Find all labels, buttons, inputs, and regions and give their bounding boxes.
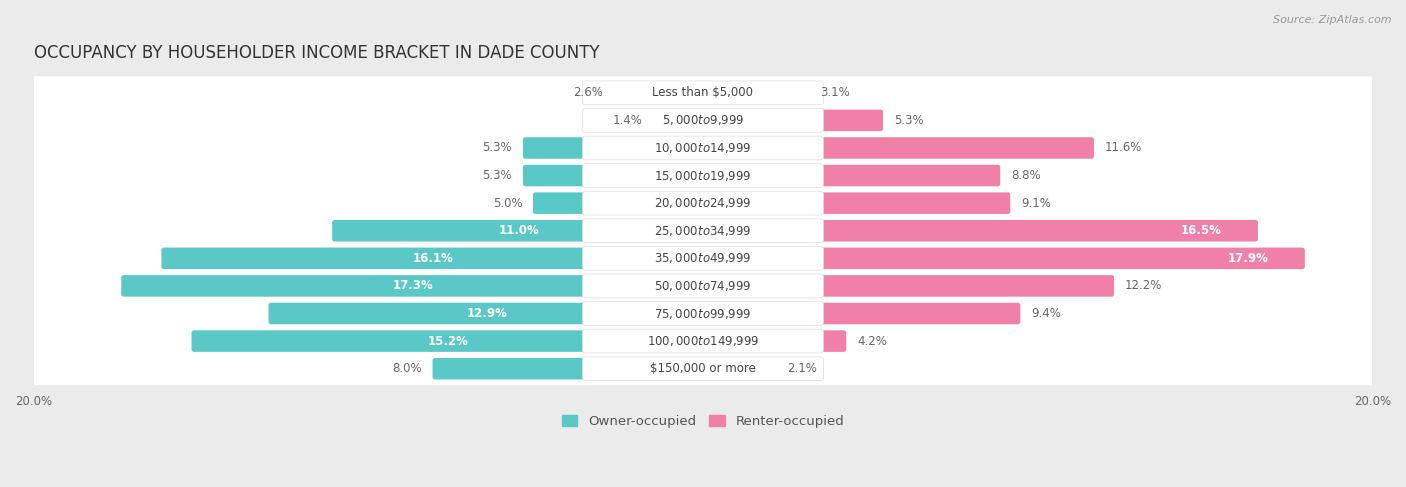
- FancyBboxPatch shape: [30, 269, 1376, 302]
- Text: 2.6%: 2.6%: [572, 86, 603, 99]
- FancyBboxPatch shape: [700, 110, 883, 131]
- FancyBboxPatch shape: [30, 242, 1376, 275]
- Text: $150,000 or more: $150,000 or more: [650, 362, 756, 375]
- FancyBboxPatch shape: [700, 220, 1258, 242]
- FancyBboxPatch shape: [582, 301, 824, 325]
- FancyBboxPatch shape: [700, 82, 810, 104]
- Text: 8.8%: 8.8%: [1011, 169, 1040, 182]
- FancyBboxPatch shape: [30, 76, 1376, 110]
- Text: 8.0%: 8.0%: [392, 362, 422, 375]
- Text: Source: ZipAtlas.com: Source: ZipAtlas.com: [1274, 15, 1392, 25]
- Text: 12.9%: 12.9%: [467, 307, 508, 320]
- FancyBboxPatch shape: [582, 109, 824, 132]
- Text: 16.5%: 16.5%: [1181, 224, 1222, 237]
- FancyBboxPatch shape: [654, 110, 706, 131]
- FancyBboxPatch shape: [582, 191, 824, 215]
- Text: $20,000 to $24,999: $20,000 to $24,999: [654, 196, 752, 210]
- FancyBboxPatch shape: [523, 165, 706, 187]
- Text: 11.0%: 11.0%: [499, 224, 540, 237]
- Text: OCCUPANCY BY HOUSEHOLDER INCOME BRACKET IN DADE COUNTY: OCCUPANCY BY HOUSEHOLDER INCOME BRACKET …: [34, 44, 599, 62]
- Text: $35,000 to $49,999: $35,000 to $49,999: [654, 251, 752, 265]
- Text: 16.1%: 16.1%: [413, 252, 454, 265]
- FancyBboxPatch shape: [700, 165, 1000, 187]
- Text: 5.3%: 5.3%: [482, 142, 512, 154]
- Text: Less than $5,000: Less than $5,000: [652, 86, 754, 99]
- FancyBboxPatch shape: [582, 357, 824, 380]
- Text: $25,000 to $34,999: $25,000 to $34,999: [654, 224, 752, 238]
- Text: 9.1%: 9.1%: [1021, 197, 1050, 210]
- Text: $50,000 to $74,999: $50,000 to $74,999: [654, 279, 752, 293]
- FancyBboxPatch shape: [433, 358, 706, 379]
- FancyBboxPatch shape: [523, 137, 706, 159]
- FancyBboxPatch shape: [30, 187, 1376, 220]
- Text: 11.6%: 11.6%: [1105, 142, 1142, 154]
- FancyBboxPatch shape: [700, 275, 1114, 297]
- FancyBboxPatch shape: [121, 275, 706, 297]
- FancyBboxPatch shape: [30, 297, 1376, 330]
- Text: 1.4%: 1.4%: [613, 114, 643, 127]
- Text: 3.1%: 3.1%: [820, 86, 849, 99]
- Legend: Owner-occupied, Renter-occupied: Owner-occupied, Renter-occupied: [557, 410, 849, 433]
- FancyBboxPatch shape: [162, 247, 706, 269]
- Text: 4.2%: 4.2%: [858, 335, 887, 348]
- FancyBboxPatch shape: [582, 219, 824, 243]
- FancyBboxPatch shape: [700, 358, 776, 379]
- Text: 9.4%: 9.4%: [1031, 307, 1062, 320]
- Text: 17.9%: 17.9%: [1227, 252, 1268, 265]
- FancyBboxPatch shape: [613, 82, 706, 104]
- FancyBboxPatch shape: [30, 131, 1376, 165]
- Text: $5,000 to $9,999: $5,000 to $9,999: [662, 113, 744, 128]
- Text: 12.2%: 12.2%: [1125, 280, 1163, 292]
- Text: 17.3%: 17.3%: [394, 280, 434, 292]
- FancyBboxPatch shape: [30, 352, 1376, 385]
- Text: 5.0%: 5.0%: [492, 197, 522, 210]
- Text: 5.3%: 5.3%: [894, 114, 924, 127]
- FancyBboxPatch shape: [332, 220, 706, 242]
- FancyBboxPatch shape: [582, 274, 824, 298]
- Text: $10,000 to $14,999: $10,000 to $14,999: [654, 141, 752, 155]
- FancyBboxPatch shape: [700, 137, 1094, 159]
- FancyBboxPatch shape: [269, 303, 706, 324]
- FancyBboxPatch shape: [30, 104, 1376, 137]
- Text: $75,000 to $99,999: $75,000 to $99,999: [654, 306, 752, 320]
- FancyBboxPatch shape: [582, 164, 824, 187]
- FancyBboxPatch shape: [582, 136, 824, 160]
- FancyBboxPatch shape: [700, 192, 1011, 214]
- Text: 5.3%: 5.3%: [482, 169, 512, 182]
- Text: 2.1%: 2.1%: [787, 362, 817, 375]
- FancyBboxPatch shape: [30, 214, 1376, 247]
- Text: $15,000 to $19,999: $15,000 to $19,999: [654, 169, 752, 183]
- Text: $100,000 to $149,999: $100,000 to $149,999: [647, 334, 759, 348]
- FancyBboxPatch shape: [533, 192, 706, 214]
- FancyBboxPatch shape: [700, 247, 1305, 269]
- FancyBboxPatch shape: [191, 330, 706, 352]
- FancyBboxPatch shape: [30, 159, 1376, 192]
- FancyBboxPatch shape: [582, 246, 824, 270]
- FancyBboxPatch shape: [700, 330, 846, 352]
- FancyBboxPatch shape: [700, 303, 1021, 324]
- FancyBboxPatch shape: [30, 324, 1376, 357]
- Text: 15.2%: 15.2%: [429, 335, 470, 348]
- FancyBboxPatch shape: [582, 81, 824, 105]
- FancyBboxPatch shape: [582, 329, 824, 353]
